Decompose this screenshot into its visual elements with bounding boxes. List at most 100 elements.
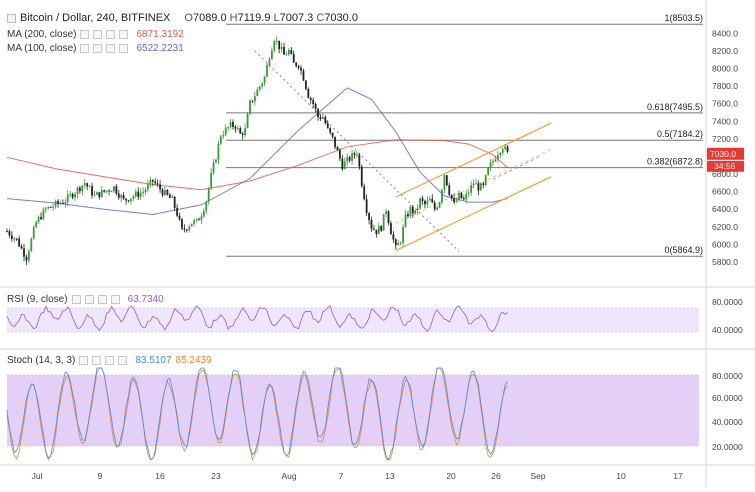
candle-body (93, 194, 96, 196)
ma200-value: 6871.3192 (136, 29, 184, 40)
candle-body (168, 194, 171, 198)
candle-body (161, 189, 164, 196)
candle-body (202, 210, 205, 217)
stoch-label: Stoch (14, 3, 3) (7, 355, 76, 366)
x-tick-label: 7 (339, 471, 344, 481)
candle-body (346, 157, 349, 162)
candle-body (387, 211, 390, 224)
candle-body (249, 100, 251, 114)
candle-body (205, 201, 208, 211)
candle-body (278, 40, 281, 50)
candle-body (166, 189, 169, 195)
collapse-icon[interactable] (7, 13, 16, 23)
close-icon[interactable] (106, 30, 116, 39)
eye-icon[interactable] (79, 356, 89, 365)
countdown-tag (707, 160, 744, 172)
settings-icon[interactable] (93, 30, 103, 39)
candle-body (178, 215, 181, 220)
candle-body (343, 161, 346, 170)
candle-body (171, 196, 174, 198)
ohlc-readout: O7089.0 H7119.9 L7007.3 C7030.0 (184, 12, 358, 24)
candle-body (380, 226, 383, 231)
candle-body (100, 190, 103, 198)
candle-body (501, 148, 504, 153)
y-tick-label: 6200.0 (712, 222, 738, 232)
settings-icon[interactable] (84, 295, 94, 304)
candle-body (142, 191, 144, 193)
candle-body (375, 229, 378, 235)
stoch-k-line (6, 367, 508, 461)
candle-body (113, 186, 115, 192)
candle-body (40, 216, 42, 220)
candle-body (183, 228, 186, 230)
settings-icon[interactable] (93, 44, 103, 53)
candle-body (339, 150, 341, 159)
candle-body (130, 198, 132, 202)
candle-body (246, 113, 249, 129)
candle-body (482, 183, 485, 185)
candle-body (348, 157, 351, 161)
candle-body (258, 86, 261, 90)
candle-body (190, 223, 193, 227)
more-icon[interactable] (110, 295, 120, 304)
candle-body (236, 128, 239, 130)
candle-body (317, 108, 319, 118)
candle-body (44, 208, 47, 210)
candle-body (443, 175, 446, 190)
y-tick-label: 8000.0 (712, 64, 738, 74)
candle-body (66, 194, 69, 203)
eye-icon[interactable] (80, 30, 90, 39)
more-icon[interactable] (118, 356, 128, 365)
more-icon[interactable] (119, 44, 129, 53)
candle-body (475, 183, 477, 185)
more-icon[interactable] (119, 30, 129, 39)
stoch-tick-label: 60.0000 (712, 393, 743, 403)
candle-body (64, 202, 67, 204)
close-icon[interactable] (106, 44, 116, 53)
candle-body (25, 256, 28, 261)
stoch-tick-label: 40.0000 (712, 417, 743, 427)
eye-icon[interactable] (71, 295, 81, 304)
eye-icon[interactable] (80, 44, 90, 53)
y-tick-label: 5800.0 (712, 257, 738, 267)
candle-body (297, 66, 300, 68)
candle-body (83, 183, 86, 186)
x-tick-label: 13 (385, 471, 395, 481)
candle-body (370, 219, 373, 229)
candle-body (27, 251, 30, 261)
settings-icon[interactable] (92, 356, 102, 365)
candle-body (331, 132, 334, 137)
candle-body (159, 184, 161, 190)
stoch-band (7, 375, 699, 446)
candle-body (441, 189, 443, 203)
candle-body (241, 133, 244, 136)
candle-body (407, 214, 409, 217)
candle-body (358, 154, 361, 167)
candle-body (409, 206, 412, 217)
candle-body (20, 246, 23, 249)
y-tick-label: 7400.0 (712, 116, 738, 126)
candle-body (402, 226, 404, 243)
y-tick-label: 7600.0 (712, 99, 738, 109)
rsi-value: 63.7340 (127, 294, 164, 305)
candle-body (117, 193, 120, 198)
candle-body (49, 206, 52, 208)
candle-body (448, 185, 451, 195)
candle-body (283, 47, 285, 55)
candle-body (86, 183, 89, 187)
candle-body (134, 191, 137, 197)
fib-level-label: 0(5864.9) (664, 245, 703, 255)
close-icon[interactable] (97, 295, 107, 304)
candle-body (227, 127, 230, 129)
candle-body (96, 192, 98, 195)
candle-body (431, 198, 434, 203)
candle-body (506, 146, 509, 152)
candle-body (74, 193, 76, 198)
close-icon[interactable] (105, 356, 115, 365)
rsi-tick-label: 80.0000 (712, 297, 743, 307)
candle-body (467, 192, 470, 194)
candle-body (115, 186, 118, 194)
candle-body (280, 47, 283, 50)
